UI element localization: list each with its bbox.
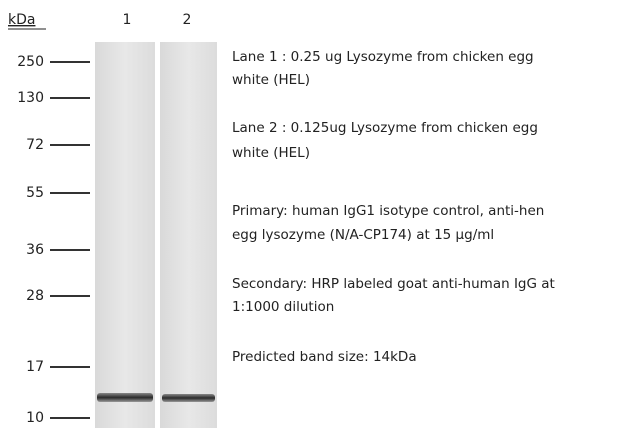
- note-line: Lane 2 : 0.125ug Lysozyme from chicken e…: [232, 120, 538, 136]
- marker-label: 130: [17, 90, 44, 106]
- band: [162, 394, 215, 402]
- marker-label: 36: [26, 242, 44, 258]
- marker-label: 17: [26, 359, 44, 375]
- note-line: Primary: human IgG1 isotype control, ant…: [232, 203, 544, 219]
- note-line: Predicted band size: 14kDa: [232, 349, 417, 365]
- marker-label: 10: [26, 410, 44, 426]
- note-line: Secondary: HRP labeled goat anti-human I…: [232, 276, 555, 292]
- note-line: 1:1000 dilution: [232, 299, 334, 315]
- lane-2: [160, 42, 217, 428]
- blot-figure: kDa 1 2 250 130 72 55 36 28 17 10 Lane 1 : 0.25 ug…: [0, 0, 639, 428]
- lane-1: [95, 42, 155, 428]
- marker-label: 55: [26, 185, 44, 201]
- band: [97, 393, 153, 402]
- note-line: Lane 1 : 0.25 ug Lysozyme from chicken e…: [232, 49, 534, 65]
- note-line: egg lysozyme (N/A-CP174) at 15 µg/ml: [232, 227, 494, 243]
- lane-label: 1: [123, 12, 132, 28]
- note-line: white (HEL): [232, 72, 310, 88]
- axis-label: kDa: [8, 12, 35, 28]
- lane-label: 2: [183, 12, 192, 28]
- marker-label: 72: [26, 137, 44, 153]
- note-line: white (HEL): [232, 145, 310, 161]
- marker-label: 250: [17, 54, 44, 70]
- marker-label: 28: [26, 288, 44, 304]
